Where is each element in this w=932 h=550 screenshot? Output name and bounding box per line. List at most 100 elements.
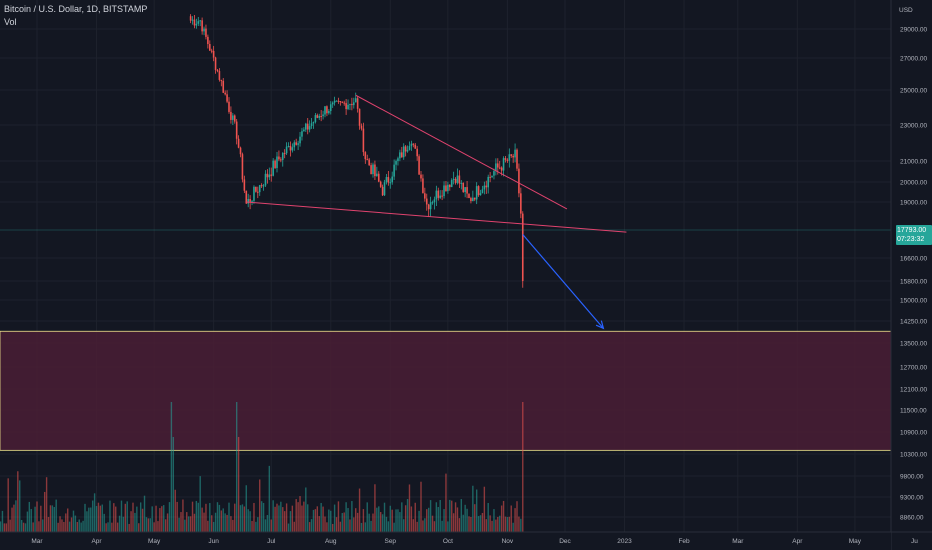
- volume-bar: [418, 510, 420, 532]
- candle-body: [191, 19, 194, 21]
- candle-body: [462, 182, 465, 192]
- candle-body: [466, 187, 468, 194]
- volume-bar: [151, 506, 153, 532]
- candle-body: [456, 175, 459, 183]
- volume-bar: [107, 522, 109, 532]
- candle-body: [402, 146, 405, 158]
- time-tick-label: Jun: [208, 538, 219, 545]
- candle-body: [329, 104, 332, 111]
- volume-bar: [477, 516, 480, 532]
- volume-bar: [522, 402, 524, 532]
- volume-bar: [59, 516, 61, 532]
- candle-body: [387, 177, 390, 183]
- volume-bar: [230, 516, 232, 532]
- projection-arrow: [522, 234, 604, 329]
- volume-bar: [111, 522, 113, 532]
- trendline-lower: [246, 201, 627, 233]
- volume-bar: [504, 516, 507, 532]
- time-tick-label: Apr: [792, 538, 803, 545]
- volume-bar: [264, 519, 267, 532]
- volume-bar: [105, 523, 107, 532]
- candle-body: [408, 146, 411, 150]
- volume-bar: [186, 512, 188, 532]
- volume-bar: [209, 503, 211, 532]
- volume-bar: [295, 499, 297, 532]
- volume-bar: [30, 509, 32, 532]
- volume-bar: [97, 502, 100, 532]
- volume-bar: [15, 500, 17, 532]
- volume-bar: [9, 519, 11, 532]
- volume-bar: [214, 512, 217, 532]
- candle-body: [481, 189, 484, 194]
- volume-bar: [182, 499, 184, 532]
- candle-body: [420, 174, 422, 179]
- volume-bar: [115, 506, 117, 532]
- volume-bar: [103, 513, 105, 532]
- candle-body: [281, 153, 284, 161]
- volume-bar: [447, 521, 449, 532]
- volume-bar: [268, 465, 271, 532]
- volume-bar: [109, 500, 111, 532]
- volume-bar: [43, 491, 46, 532]
- volume-bar: [3, 523, 6, 532]
- candle-body: [272, 160, 274, 176]
- volume-bar: [216, 502, 219, 532]
- volume-bar: [364, 522, 367, 532]
- volume-bar: [243, 506, 246, 532]
- candle-body: [264, 173, 267, 186]
- volume-bar: [487, 502, 489, 532]
- volume-bar: [241, 504, 244, 532]
- volume-bar: [466, 508, 468, 532]
- candle-body: [449, 184, 451, 188]
- volume-indicator-label[interactable]: Vol: [4, 17, 17, 27]
- volume-bar: [305, 487, 307, 532]
- candle-body: [368, 159, 370, 166]
- candle-body: [354, 98, 357, 103]
- candle-body: [280, 159, 282, 161]
- price-tick-label: 10900.00: [900, 430, 927, 437]
- volume-bar: [88, 507, 90, 532]
- volume-bar: [437, 507, 439, 532]
- trendline-upper: [355, 94, 568, 210]
- candle-body: [360, 125, 363, 129]
- candle-body: [521, 213, 524, 281]
- candle-body: [479, 193, 482, 196]
- volume-bar: [13, 504, 15, 532]
- volume-bar: [314, 509, 317, 532]
- candle-body: [233, 115, 236, 122]
- price-tick-label: 15000.00: [900, 298, 927, 305]
- price-tick-label: 12100.00: [900, 387, 927, 394]
- volume-bar: [345, 502, 347, 532]
- volume-bar: [280, 501, 282, 532]
- candle-body: [424, 193, 426, 199]
- candle-body: [226, 94, 228, 102]
- volume-bar: [330, 510, 332, 532]
- volume-bar: [122, 516, 125, 532]
- volume-bar: [0, 521, 2, 532]
- time-tick-label: May: [849, 538, 862, 545]
- candle-body: [218, 71, 221, 80]
- volume-bar: [393, 522, 395, 532]
- current-price-tag: 17793.00 07:23:32: [896, 225, 932, 245]
- volume-bar: [67, 508, 69, 532]
- time-tick-label: Mar: [732, 538, 744, 545]
- time-tick-label: Sep: [384, 538, 396, 545]
- candle-body: [320, 115, 322, 117]
- candle-body: [397, 158, 399, 162]
- volume-bar: [347, 508, 349, 532]
- volume-bar: [339, 521, 342, 532]
- symbol-title[interactable]: Bitcoin / U.S. Dollar, 1D, BITSTAMP: [4, 4, 148, 14]
- candle-body: [356, 98, 359, 109]
- volume-bar: [45, 477, 48, 532]
- volume-bar: [343, 512, 345, 532]
- volume-bar: [63, 521, 65, 532]
- candle-body: [427, 204, 430, 210]
- volume-bar: [318, 516, 320, 532]
- candle-body: [328, 110, 330, 114]
- volume-bar: [351, 501, 353, 532]
- candle-body: [285, 146, 288, 154]
- price-tick-label: 12700.00: [900, 365, 927, 372]
- candle-body: [295, 142, 297, 145]
- volume-bar: [22, 522, 25, 532]
